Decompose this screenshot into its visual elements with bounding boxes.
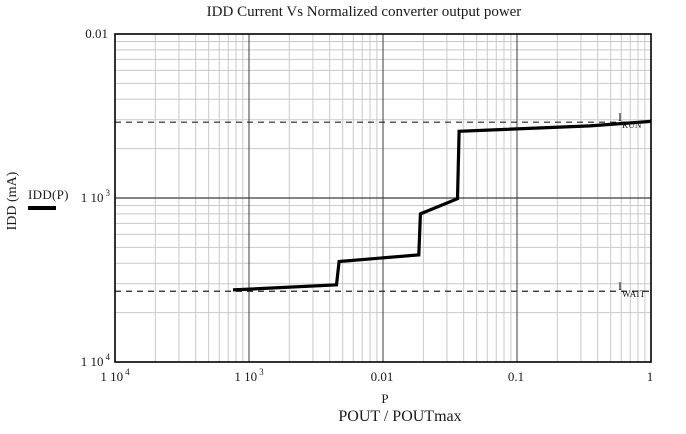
legend-label: IDD(P) (28, 187, 69, 202)
y-tick-label-1e-2: 0.01 (36, 25, 110, 43)
x-tick-label-1: 1 (611, 370, 686, 384)
idd-curve (232, 119, 652, 292)
run-annotation-label: IRUN (618, 110, 642, 130)
x-tick-label-1e-4: 1 10 4 (75, 366, 155, 384)
y-tick-exponent: 3 (105, 187, 111, 198)
x-tick-mantissa: 1 (646, 369, 654, 384)
wait-label-main: I (618, 279, 622, 294)
run-label-sub: RUN (622, 119, 642, 130)
y-tick-label-1e-4: 1 10 4 (36, 351, 111, 371)
x-axis-var-label: P (381, 391, 389, 406)
wait-label-sub: WAIT (622, 288, 646, 299)
y-tick-mantissa: 1 10 (80, 190, 104, 205)
wait-annotation-label: IWAIT (618, 279, 646, 299)
y-tick-mantissa: 0.01 (85, 26, 108, 41)
x-tick-label-0p1: 0.1 (477, 370, 557, 384)
y-tick-exponent: 4 (105, 351, 111, 362)
x-axis-title: POUT / POUTmax (338, 408, 462, 425)
x-tick-mantissa: 1 10 (234, 369, 258, 384)
x-tick-exponent: 4 (125, 366, 130, 377)
x-tick-label-0p01: 0.01 (343, 370, 423, 384)
chart-title: IDD Current Vs Normalized converter outp… (206, 4, 522, 20)
x-tick-label-1e-3: 1 10 3 (209, 366, 289, 384)
run-label-main: I (618, 110, 622, 125)
x-tick-mantissa: 1 10 (100, 369, 124, 384)
x-tick-mantissa: 0.01 (370, 369, 394, 384)
y-tick-label-1e-3: 1 10 3 (36, 187, 111, 207)
legend-line-sample (28, 206, 56, 210)
y-axis-title: IDD (mA) (5, 171, 20, 231)
x-tick-exponent: 3 (259, 366, 264, 377)
y-tick-mantissa: 1 10 (80, 354, 104, 369)
legend: IDD(P) (28, 186, 69, 210)
x-tick-mantissa: 0.1 (507, 369, 525, 384)
